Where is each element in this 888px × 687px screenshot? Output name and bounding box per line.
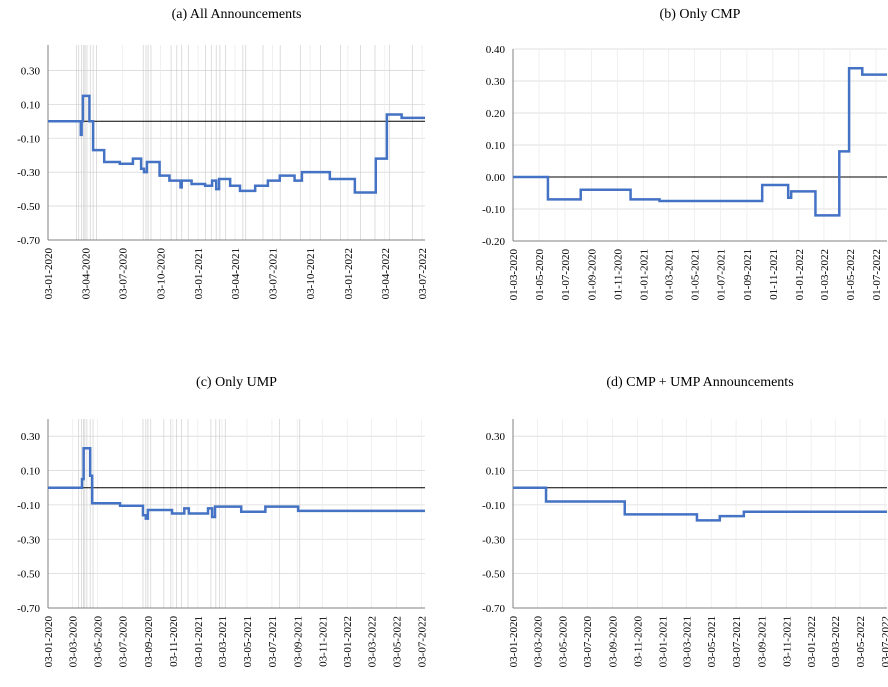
x-tick-label: 03-01-2020 [43, 616, 55, 668]
x-tick-label: 03-03-2022 [366, 616, 378, 667]
y-tick-label: -0.10 [482, 204, 505, 216]
x-tick-label: 03-03-2020 [532, 616, 544, 668]
x-tick-label: 03-07-2021 [267, 616, 279, 667]
x-tick-label: 03-11-2020 [168, 616, 180, 667]
x-tick-label: 03-07-2022 [880, 616, 888, 667]
y-tick-label: 0.10 [486, 140, 506, 152]
y-tick-label: -0.70 [17, 603, 40, 615]
y-tick-label: 0.40 [486, 44, 506, 56]
y-tick-label: -0.30 [17, 534, 40, 546]
x-tick-label: 01-05-2021 [689, 249, 701, 300]
x-tick-label: 03-05-2021 [242, 616, 254, 667]
series-line [513, 486, 887, 522]
y-tick-label: -0.20 [482, 236, 505, 248]
x-tick-label: 03-07-2022 [416, 616, 428, 667]
x-tick-label: 01-01-2022 [794, 249, 806, 300]
y-tick-label: 0.30 [21, 65, 41, 77]
x-tick-label: 03-07-2021 [267, 248, 279, 299]
x-tick-label: 03-10-2021 [305, 248, 317, 299]
series-line [48, 446, 425, 520]
x-tick-label: 01-07-2022 [871, 249, 883, 300]
x-tick-label: 01-11-2021 [768, 249, 780, 300]
x-tick-label: 01-07-2020 [560, 249, 572, 301]
x-tick-label: 03-09-2021 [756, 616, 768, 667]
x-tick-label: 01-05-2022 [845, 249, 857, 300]
x-tick-label: 03-09-2021 [292, 616, 304, 667]
x-tick-label: 03-09-2020 [608, 616, 620, 668]
x-tick-label: 01-09-2020 [586, 249, 598, 301]
x-tick-label: 03-07-2021 [731, 616, 743, 667]
x-tick-label: 03-07-2020 [117, 616, 129, 668]
x-tick-label: 01-07-2021 [715, 249, 727, 300]
x-tick-label: 03-04-2020 [80, 248, 92, 300]
x-tick-label: 01-11-2020 [612, 249, 624, 300]
x-tick-label: 03-03-2022 [830, 616, 842, 667]
x-tick-label: 03-03-2021 [681, 616, 693, 667]
x-tick-label: 03-01-2022 [342, 616, 354, 667]
y-tick-label: 0.10 [486, 466, 506, 478]
y-tick-label: -0.10 [482, 500, 505, 512]
x-tick-label: 03-07-2020 [118, 248, 130, 300]
y-tick-label: 0.30 [486, 76, 506, 88]
y-tick-label: -0.70 [482, 603, 505, 615]
y-tick-label: 0.10 [21, 466, 41, 478]
x-tick-label: 03-04-2022 [380, 248, 392, 299]
x-tick-label: 03-11-2021 [781, 616, 793, 667]
x-tick-label: 03-05-2022 [855, 616, 867, 667]
x-tick-label: 01-03-2020 [508, 249, 520, 301]
x-tick-label: 03-05-2021 [706, 616, 718, 667]
x-tick-label: 03-01-2022 [343, 248, 355, 299]
y-tick-label: 0.30 [486, 431, 506, 443]
x-tick-label: 03-01-2021 [657, 616, 669, 667]
x-tick-label: 03-01-2020 [43, 248, 55, 300]
x-tick-label: 03-01-2020 [508, 616, 520, 668]
y-tick-label: 0.30 [21, 431, 41, 443]
x-tick-label: 03-05-2020 [93, 616, 105, 668]
x-tick-label: 03-04-2021 [230, 248, 242, 299]
x-tick-label: 01-01-2021 [638, 249, 650, 300]
y-tick-label: -0.50 [17, 201, 40, 213]
x-tick-label: 03-03-2020 [68, 616, 80, 668]
x-tick-label: 01-09-2021 [742, 249, 754, 300]
y-tick-label: 0.00 [486, 172, 506, 184]
chart-title: (a) All Announcements [172, 7, 302, 22]
x-tick-label: 03-05-2022 [391, 616, 403, 667]
x-tick-label: 03-10-2020 [155, 248, 167, 300]
x-tick-label: 03-05-2020 [557, 616, 569, 668]
y-tick-label: -0.10 [17, 133, 40, 145]
y-tick-label: -0.30 [17, 167, 40, 179]
x-tick-label: 03-01-2021 [193, 616, 205, 667]
y-tick-label: -0.50 [482, 569, 505, 581]
chart-title: (d) CMP + UMP Announcements [606, 375, 793, 390]
x-tick-label: 03-07-2020 [582, 616, 594, 668]
series-line [48, 94, 425, 194]
x-tick-label: 03-01-2022 [806, 616, 818, 667]
x-tick-label: 03-11-2021 [317, 616, 329, 667]
y-tick-label: 0.20 [486, 108, 506, 120]
y-tick-label: -0.10 [17, 500, 40, 512]
series-line [513, 66, 887, 217]
x-tick-label: 03-03-2021 [217, 616, 229, 667]
x-tick-label: 03-07-2022 [417, 248, 429, 299]
y-tick-label: -0.50 [17, 569, 40, 581]
y-tick-label: -0.70 [17, 235, 40, 247]
x-tick-label: 03-01-2021 [193, 248, 205, 299]
x-tick-label: 01-05-2020 [534, 249, 546, 301]
chart-title: (c) Only UMP [196, 375, 277, 390]
x-tick-label: 01-03-2021 [663, 249, 675, 300]
y-tick-label: 0.10 [21, 99, 41, 111]
x-tick-label: 03-11-2020 [632, 616, 644, 667]
x-tick-label: 03-09-2020 [143, 616, 155, 668]
chart-title: (b) Only CMP [660, 7, 741, 22]
x-tick-label: 01-03-2022 [819, 249, 831, 300]
y-tick-label: -0.30 [482, 534, 505, 546]
